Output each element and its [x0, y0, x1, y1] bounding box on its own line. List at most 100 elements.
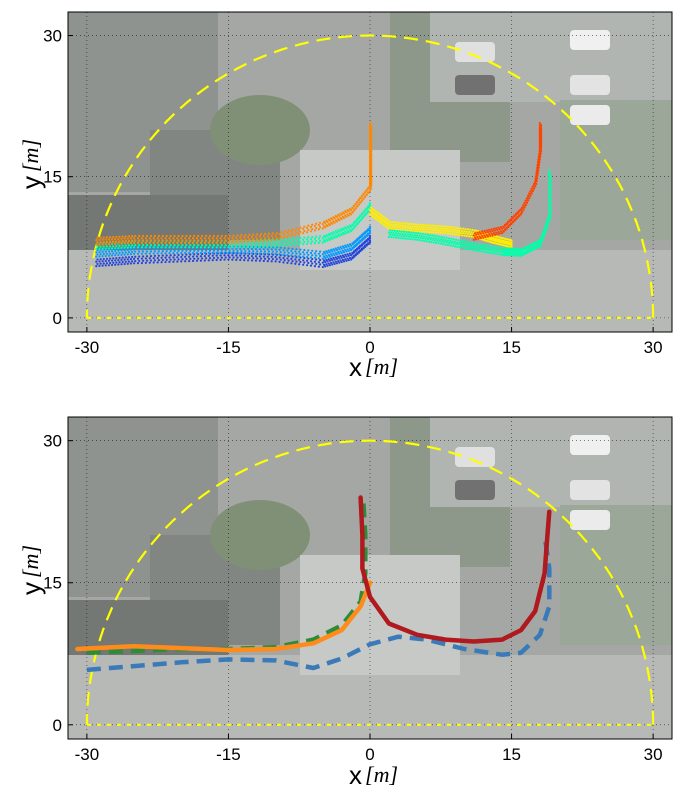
particle-point [270, 248, 273, 251]
particle-point [291, 228, 294, 231]
particle-point [393, 221, 396, 224]
particle-point [96, 241, 99, 244]
particle-point [359, 249, 362, 253]
particle-point [403, 222, 406, 225]
particle-point [443, 240, 446, 243]
particle-point [313, 242, 317, 245]
particle-point [368, 208, 372, 212]
particle-point [172, 237, 175, 240]
particle-point [262, 255, 265, 258]
particle-point [455, 243, 458, 246]
particle-point [164, 252, 167, 255]
particle-point [434, 227, 438, 230]
particle-point [356, 238, 359, 242]
particle-point [424, 233, 427, 236]
particle-point [195, 246, 199, 249]
particle-point [426, 233, 429, 236]
particle-point [340, 260, 343, 264]
x-tick-label: 30 [644, 338, 663, 357]
particle-point [95, 255, 98, 258]
particle-point [305, 226, 309, 229]
x-tick-label: 15 [502, 338, 521, 357]
particle-point [258, 235, 261, 238]
particle-point [169, 239, 172, 242]
particle-point [207, 237, 210, 240]
particle-point [508, 254, 512, 257]
particle-point [342, 212, 346, 215]
particle-point [114, 238, 117, 241]
particle-point [156, 237, 159, 240]
particle-point [282, 240, 285, 243]
particle-point [504, 224, 507, 227]
particle-point [368, 239, 372, 242]
particle-point [140, 257, 144, 260]
particle-point [282, 261, 285, 264]
particle-point [466, 228, 470, 231]
particle-point [107, 242, 110, 245]
particle-point [164, 256, 167, 259]
particle-point [239, 254, 242, 257]
particle-point [442, 238, 445, 241]
particle-point [479, 250, 482, 253]
particle-point [164, 246, 167, 249]
particle-point [123, 241, 126, 245]
particle-point [434, 237, 438, 240]
particle-point [535, 174, 538, 177]
particle-point [538, 136, 541, 139]
particle-point [239, 258, 242, 262]
particle-point [295, 227, 298, 230]
particle-point [495, 227, 498, 230]
particle-point [350, 208, 353, 212]
particle-point [426, 224, 429, 227]
particle-point [104, 264, 107, 267]
particle-point [398, 221, 401, 224]
particle-point [548, 182, 551, 185]
particle-point [326, 235, 329, 238]
particle-point [117, 237, 120, 241]
particle-point [450, 226, 453, 229]
particle-point [256, 250, 259, 253]
particle-point [239, 245, 242, 249]
particle-point [462, 240, 465, 243]
particle-point [367, 242, 370, 246]
particle-point [131, 250, 134, 254]
particle-point [110, 250, 114, 253]
particle-point [101, 247, 104, 250]
particle-point [294, 258, 297, 261]
particle-point [299, 226, 302, 229]
particle-point [189, 249, 192, 252]
particle-point [387, 235, 390, 239]
particle-point [307, 261, 310, 265]
particle-point [537, 160, 540, 163]
particle-point [305, 231, 309, 234]
particle-point [318, 235, 322, 238]
particle-point [290, 257, 293, 260]
particle-point [327, 262, 330, 265]
particle-point [410, 222, 413, 226]
particle-point [232, 249, 235, 252]
particle-point [231, 236, 234, 240]
particle-point [152, 241, 155, 244]
particle-point [465, 230, 468, 233]
particle-point [201, 234, 204, 238]
particle-point [102, 240, 105, 244]
particle-point [95, 243, 98, 246]
particle-point [382, 216, 385, 219]
particle-point [492, 245, 495, 248]
particle-point [142, 234, 145, 238]
particle-point [538, 130, 541, 133]
particle-point [388, 233, 392, 236]
particle-point [102, 252, 105, 256]
particle-point [492, 232, 495, 235]
particle-point [538, 152, 541, 155]
particle-point [339, 259, 342, 262]
particle-point [436, 229, 439, 232]
particle-point [254, 255, 258, 258]
particle-point [274, 245, 277, 248]
particle-point [368, 184, 372, 187]
particle-point [452, 226, 455, 229]
particle-point [295, 231, 298, 234]
particle-point [313, 252, 317, 255]
particle-point [328, 234, 331, 237]
particle-point [462, 244, 465, 247]
